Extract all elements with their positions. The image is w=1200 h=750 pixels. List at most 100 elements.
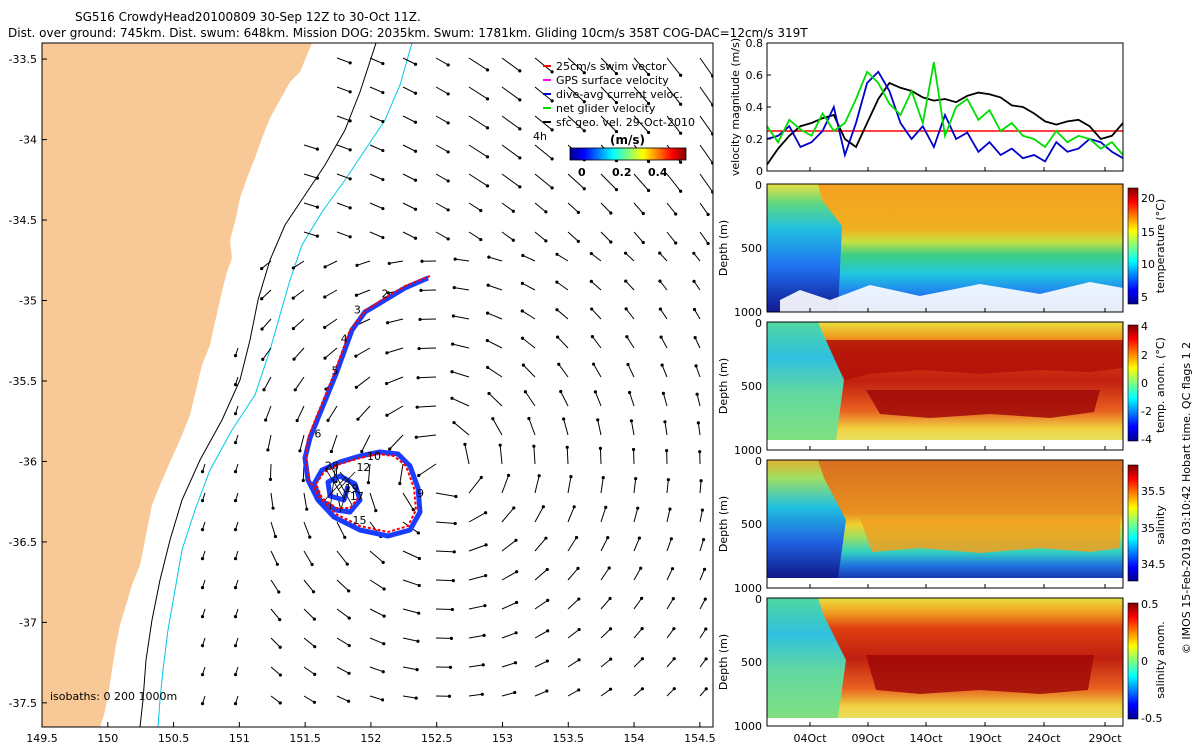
velocity-vector-head — [518, 69, 522, 73]
time-tick-label: 29Oct — [1088, 732, 1122, 745]
salinity-high-core — [860, 518, 1120, 553]
velocity-vector — [369, 173, 384, 181]
velocity-vector — [336, 579, 350, 592]
velocity-vector — [336, 115, 351, 122]
day-label: 10 — [367, 450, 381, 463]
salinity-ylabel: Depth (m) — [717, 496, 730, 552]
velocity-vector — [270, 637, 281, 648]
velocity-vector — [534, 630, 548, 639]
velocity-vector-head — [541, 505, 545, 509]
velocity-vector-head — [546, 598, 550, 602]
temperature-cb-tick-2: 10 — [1141, 258, 1155, 271]
velocity-vector — [597, 419, 602, 436]
velocity-vector-head — [278, 617, 282, 622]
velocity-ytick-label: 0.6 — [746, 69, 764, 82]
map-ytick-label: -35 — [19, 295, 37, 308]
velocity-vector-head — [506, 473, 511, 477]
velocity-vector — [453, 422, 470, 436]
velocity-vector — [468, 173, 488, 187]
velocity-vector-head — [386, 291, 391, 295]
velocity-vector-head — [446, 92, 450, 96]
salinity-ytick-0: 0 — [755, 455, 762, 468]
velocity-vector — [488, 256, 503, 262]
velocity-vector-head — [641, 211, 645, 216]
velocity-vector-head — [233, 383, 238, 387]
velocity-vector — [566, 447, 569, 465]
velocity-vector — [567, 231, 579, 242]
velocity-vector-head — [273, 534, 278, 539]
velocity-vector-head — [262, 388, 266, 392]
temp-anomaly-ytick-2: 1000 — [734, 444, 762, 457]
velocity-vector — [356, 376, 371, 388]
velocity-vector-head — [544, 210, 548, 214]
velocity-vector — [402, 579, 420, 586]
velocity-series-line — [766, 62, 1124, 156]
velocity-vector — [633, 115, 649, 133]
velocity-vector — [567, 115, 585, 132]
velocity-vector-head — [417, 473, 421, 478]
velocity-vector — [534, 475, 540, 494]
velocity-vector — [699, 173, 713, 193]
velocity-vector-head — [354, 293, 359, 297]
velocity-vector-head — [679, 102, 683, 106]
temperature-section: 20 15 10 5 temperature (°C) Depth (m) 0 … — [717, 179, 1167, 319]
velocity-vector — [533, 446, 536, 465]
velocity-vector — [386, 376, 404, 384]
velocity-vector — [468, 202, 482, 211]
velocity-vector-head — [446, 179, 450, 183]
salinity-anomaly-frame — [766, 597, 1124, 727]
velocity-vector-head — [200, 528, 205, 532]
velocity-vector-head — [413, 91, 418, 95]
day-label: 15 — [353, 514, 367, 527]
velocity-vector — [659, 308, 668, 320]
velocity-vector-head — [233, 470, 238, 474]
velocity-vector-head — [706, 212, 710, 217]
velocity-vector-head — [312, 617, 316, 621]
velocity-series — [766, 62, 1124, 166]
velocity-vector — [468, 605, 486, 610]
velocity-vector-head — [355, 263, 359, 267]
velocity-vector — [501, 692, 515, 697]
velocity-vector — [523, 364, 536, 378]
velocity-vector — [694, 337, 701, 349]
velocity-vector-head — [609, 657, 613, 661]
velocity-vector-head — [661, 391, 666, 395]
velocity-vector-head — [381, 670, 385, 674]
velocity-vector — [633, 508, 639, 523]
velocity-vector-head — [313, 672, 317, 676]
velocity-vector — [633, 628, 643, 639]
velocity-vector-head — [666, 478, 670, 482]
velocity-vector — [468, 693, 483, 697]
velocity-vector-head — [520, 336, 525, 340]
velocity-vector-head — [572, 505, 576, 509]
velocity-vector-head — [413, 178, 418, 182]
velocity-vector — [270, 550, 278, 565]
velocity-vector — [435, 521, 456, 524]
map-xtick-label: 154 — [624, 732, 645, 745]
salinity-cb-tick-2: 34.5 — [1141, 558, 1166, 571]
day-label: 28 — [325, 459, 339, 472]
velocity-vector — [695, 365, 701, 378]
velocity-vector-head — [381, 177, 385, 182]
temp-anomaly-core-lower — [866, 390, 1100, 418]
velocity-vector — [633, 537, 640, 552]
velocity-vector — [468, 634, 485, 639]
velocity-vector-head — [523, 390, 528, 394]
velocity-vector — [265, 405, 272, 421]
velocity-vector — [487, 284, 503, 291]
velocity-vector-head — [343, 535, 347, 539]
velocity-vector-head — [451, 579, 455, 583]
velocity-vector — [558, 363, 569, 378]
map-xtick-label: 151 — [229, 732, 250, 745]
credit-text: © IMOS 15-Feb-2019 03:10:42 Hobart time.… — [1180, 342, 1193, 654]
map-ytick-label: -35.5 — [9, 375, 37, 388]
velocity-vector-head — [679, 160, 683, 164]
velocity-vector-head — [479, 208, 483, 213]
velocity-vector — [435, 115, 449, 124]
velocity-vector-head — [413, 120, 418, 124]
velocity-vector-head — [315, 176, 319, 180]
velocity-vector — [402, 608, 419, 614]
velocity-vector-head — [639, 566, 643, 570]
velocity-vector-head — [486, 311, 490, 315]
velocity-vector-head — [589, 251, 593, 256]
